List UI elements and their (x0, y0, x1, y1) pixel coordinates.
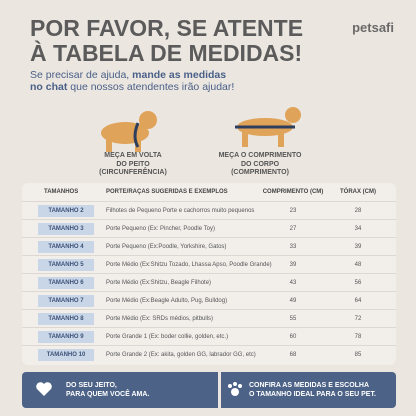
subtitle-part: que nossos atendentes irão ajudar! (67, 81, 235, 93)
paw-icon (228, 382, 242, 396)
title-line: POR FAVOR, SE ATENTE (30, 15, 304, 41)
size-tag: TAMANHO 9 (38, 330, 94, 343)
length-cell: 49 (289, 297, 297, 304)
size-tag: TAMANHO 5 (38, 258, 94, 271)
chest-cell: 64 (354, 297, 362, 304)
length-cell: 27 (289, 225, 297, 232)
caption-line: (CIRCUNFERÊNCIA) (99, 169, 167, 176)
header-cell: TÓRAX (CM) (340, 189, 376, 195)
table-row: TAMANHO 10 Porte Grande 2 (Ex: akita, gol… (22, 345, 396, 363)
header-cell: PORTE/RAÇAS SUGERIDAS E EXEMPLOS (106, 189, 228, 195)
caption-line: DO PEITO (116, 160, 150, 168)
brand: petsafi (352, 20, 394, 35)
chest-cell: 85 (354, 351, 362, 358)
chest-cell: 39 (354, 243, 362, 250)
breed-cell: Filhotes de Pequeno Porte e cachorros mu… (106, 207, 255, 214)
title: POR FAVOR, SE ATENTE À TABELA DE MEDIDAS! (30, 16, 303, 66)
caption: MEÇA EM VOLTA DO PEITO (CIRCUNFERÊNCIA) (88, 152, 178, 178)
footer-line: PARA QUEM VOCÊ AMA. (66, 391, 150, 398)
size-tag: TAMANHO 8 (38, 312, 94, 325)
chest-cell: 56 (354, 279, 362, 286)
length-cell: 23 (289, 207, 297, 214)
breed-cell: Porte Médio (Ex:Shitzu Tozado, Lhassa Ap… (106, 261, 272, 268)
table-row: TAMANHO 4 Porte Pequeno (Ex:Poodle, Yorks… (22, 237, 396, 255)
footer-line: O TAMANHO IDEAL PARA O SEU PET. (249, 391, 376, 398)
table-row: TAMANHO 6 Porte Médio (Ex:Shitzu, Beagle … (22, 273, 396, 291)
subtitle: Se precisar de ajuda, mande as medidas n… (30, 69, 240, 93)
header-row: TAMANHOS PORTE/RAÇAS SUGERIDAS E EXEMPLOS… (22, 183, 396, 201)
subtitle-part: mande as medidas no chat (30, 69, 227, 93)
footer-right: CONFIRA AS MEDIDAS E ESCOLHA O TAMANHO ID… (221, 372, 396, 408)
chest-cell: 48 (354, 261, 362, 268)
length-cell: 39 (289, 261, 297, 268)
header-cell: TAMANHOS (44, 189, 79, 195)
length-cell: 43 (289, 279, 297, 286)
dog-illustrations (101, 107, 301, 152)
caption: MEÇA O COMPRIMENTO DO CORPO (COMPRIMENTO) (210, 152, 310, 178)
table-row: TAMANHO 3 Porte Pequeno (Ex: Pincher, Poo… (22, 219, 396, 237)
heart-icon (36, 382, 52, 396)
length-cell: 33 (289, 243, 297, 250)
size-tag: TAMANHO 2 (38, 204, 94, 217)
caption-line: (COMPRIMENTO) (231, 169, 289, 176)
caption-line: MEÇA EM VOLTA (104, 152, 162, 159)
breed-cell: Porte Médio (Ex: SRDs médios, pitbulls) (106, 315, 214, 322)
chest-cell: 34 (354, 225, 362, 232)
footer-line: CONFIRA AS MEDIDAS E ESCOLHA (249, 382, 370, 389)
length-cell: 68 (289, 351, 297, 358)
chest-cell: 28 (354, 207, 362, 214)
table-row: TAMANHO 7 Porte Médio (Ex:Beagle Adulto, … (22, 291, 396, 309)
table-row: TAMANHO 5 Porte Médio (Ex:Shitzu Tozado, … (22, 255, 396, 273)
size-tag: TAMANHO 6 (38, 276, 94, 289)
subtitle-part: Se precisar de ajuda, (30, 69, 133, 81)
caption-line: DO CORPO (240, 160, 280, 168)
size-tag: TAMANHO 4 (38, 240, 94, 253)
breed-cell: Porte Médio (Ex:Shitzu, Beagle Filhote) (106, 279, 212, 286)
breed-cell: Porte Grande 1 (Ex: boder collie, golden… (106, 333, 229, 340)
breed-cell: Porte Pequeno (Ex: Pincher, Poodle Toy) (106, 225, 215, 232)
length-cell: 55 (289, 315, 297, 322)
footer-left: DO SEU JEITO, PARA QUEM VOCÊ AMA. (22, 372, 218, 408)
breed-cell: Porte Grande 2 (Ex: akita, golden GG, la… (106, 351, 256, 358)
table-row: TAMANHO 9 Porte Grande 1 (Ex: boder colli… (22, 327, 396, 345)
chest-cell: 72 (354, 315, 362, 322)
length-cell: 60 (289, 333, 297, 340)
table-row: TAMANHO 8 Porte Médio (Ex: SRDs médios, p… (22, 309, 396, 327)
size-table: TAMANHOS PORTE/RAÇAS SUGERIDAS E EXEMPLOS… (22, 183, 396, 365)
breed-cell: Porte Médio (Ex:Beagle Adulto, Pug, Bull… (106, 297, 228, 304)
footer-line: DO SEU JEITO, (66, 382, 117, 389)
breed-cell: Porte Pequeno (Ex:Poodle, Yorkshire, Gat… (106, 243, 227, 250)
size-tag: TAMANHO 10 (38, 348, 94, 361)
size-tag: TAMANHO 3 (38, 222, 94, 235)
title-line: À TABELA DE MEDIDAS! (30, 40, 303, 66)
chest-cell: 78 (354, 333, 362, 340)
caption-line: MEÇA O COMPRIMENTO (218, 152, 302, 159)
size-tag: TAMANHO 7 (38, 294, 94, 307)
header-cell: COMPRIMENTO (CM) (262, 189, 324, 195)
footer-text: CONFIRA AS MEDIDAS E ESCOLHA O TAMANHO ID… (249, 381, 376, 399)
footer-text: DO SEU JEITO, PARA QUEM VOCÊ AMA. (66, 381, 149, 399)
table-row: TAMANHO 2 Filhotes de Pequeno Porte e cac… (22, 201, 396, 219)
